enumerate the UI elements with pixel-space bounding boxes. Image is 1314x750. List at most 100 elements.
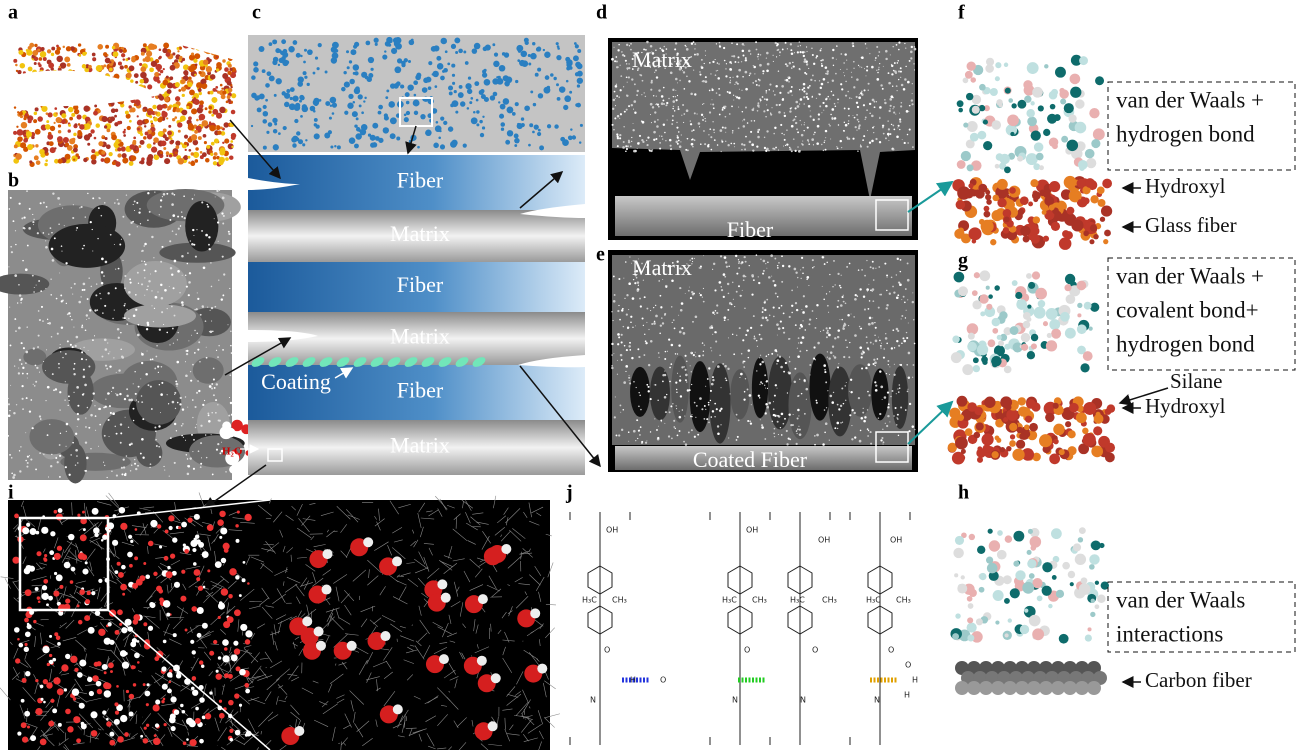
texture-dot [200, 79, 204, 83]
texture-dot [38, 335, 40, 337]
texture-dot [843, 403, 845, 405]
texture-dot [497, 76, 500, 79]
texture-dot [33, 347, 35, 349]
texture-dot [846, 69, 847, 70]
texture-dot [892, 286, 894, 288]
texture-dot [106, 368, 108, 370]
texture-dot [957, 160, 966, 169]
texture-dot [452, 74, 455, 77]
texture-dot [797, 348, 798, 349]
texture-dot [1073, 543, 1081, 551]
texture-dot [972, 290, 978, 296]
texture-dot [871, 66, 874, 69]
texture-dot [482, 126, 485, 129]
texture-dot [104, 202, 105, 203]
texture-dot [154, 368, 156, 370]
texture-dot [745, 107, 747, 109]
texture-dot [169, 240, 171, 242]
texture-dot [197, 298, 199, 300]
texture-dot [177, 47, 180, 50]
texture-dot [777, 296, 779, 298]
texture-dot [797, 395, 799, 397]
texture-dot [721, 141, 723, 143]
texture-dot [205, 434, 206, 435]
texture-dot [143, 136, 147, 140]
texture-dot [154, 308, 155, 309]
texture-dot [23, 347, 25, 349]
texture-dot [174, 116, 177, 119]
texture-dot [731, 304, 733, 306]
texture-dot [87, 298, 89, 300]
texture-dot [678, 315, 679, 316]
texture-dot [330, 105, 332, 107]
texture-dot [774, 127, 776, 129]
texture-dot [784, 115, 786, 117]
texture-dot [155, 270, 157, 272]
texture-dot [43, 361, 44, 362]
texture-dot [259, 46, 265, 52]
texture-dot [160, 284, 162, 286]
void [709, 363, 730, 443]
texture-dot [896, 340, 898, 342]
texture-dot [119, 244, 121, 246]
texture-dot [11, 251, 13, 253]
texture-dot [414, 94, 417, 97]
texture-dot [637, 148, 638, 149]
texture-dot [895, 114, 896, 115]
texture-dot [662, 322, 664, 324]
texture-dot [829, 125, 831, 127]
texture-dot [680, 395, 682, 397]
texture-dot [639, 434, 640, 435]
texture-dot [66, 46, 71, 51]
texture-dot [846, 136, 848, 138]
texture-dot [229, 68, 232, 71]
texture-dot [852, 45, 854, 47]
texture-dot [138, 211, 140, 213]
texture-dot [49, 424, 50, 425]
texture-dot [175, 145, 179, 149]
texture-dot [110, 412, 112, 414]
texture-dot [968, 603, 974, 609]
texture-dot [825, 149, 827, 151]
texture-dot [34, 287, 35, 288]
texture-dot [832, 414, 833, 415]
texture-dot [85, 442, 87, 444]
texture-dot [178, 228, 180, 230]
texture-dot [82, 248, 84, 250]
texture-dot [624, 55, 626, 57]
texture-dot [778, 307, 780, 309]
texture-dot [159, 329, 161, 331]
texture-dot [734, 146, 735, 147]
texture-dot [226, 101, 229, 104]
texture-dot [34, 57, 38, 61]
texture-dot [977, 546, 985, 554]
texture-dot [738, 107, 739, 108]
texture-dot [807, 139, 809, 141]
texture-dot [677, 143, 679, 145]
texture-dot [826, 293, 827, 294]
texture-dot [265, 83, 270, 88]
texture-dot [760, 259, 761, 260]
texture-dot [890, 54, 891, 55]
texture-dot [683, 122, 684, 123]
texture-dot [901, 318, 902, 319]
texture-dot [21, 363, 23, 365]
texture-dot [202, 404, 204, 406]
texture-dot [90, 221, 92, 223]
texture-dot [222, 91, 226, 95]
texture-dot [665, 286, 667, 288]
texture-dot [443, 121, 447, 125]
texture-dot [27, 116, 29, 118]
texture-dot [865, 117, 867, 119]
texture-dot [873, 279, 875, 281]
texture-dot [897, 60, 898, 61]
texture-dot [677, 373, 678, 374]
texture-dot [45, 125, 48, 128]
texture-dot [166, 52, 171, 57]
texture-dot [720, 129, 723, 132]
texture-dot [816, 434, 819, 437]
texture-dot [827, 330, 829, 332]
texture-dot [1083, 433, 1096, 446]
texture-dot [658, 106, 659, 107]
texture-dot [951, 352, 962, 363]
